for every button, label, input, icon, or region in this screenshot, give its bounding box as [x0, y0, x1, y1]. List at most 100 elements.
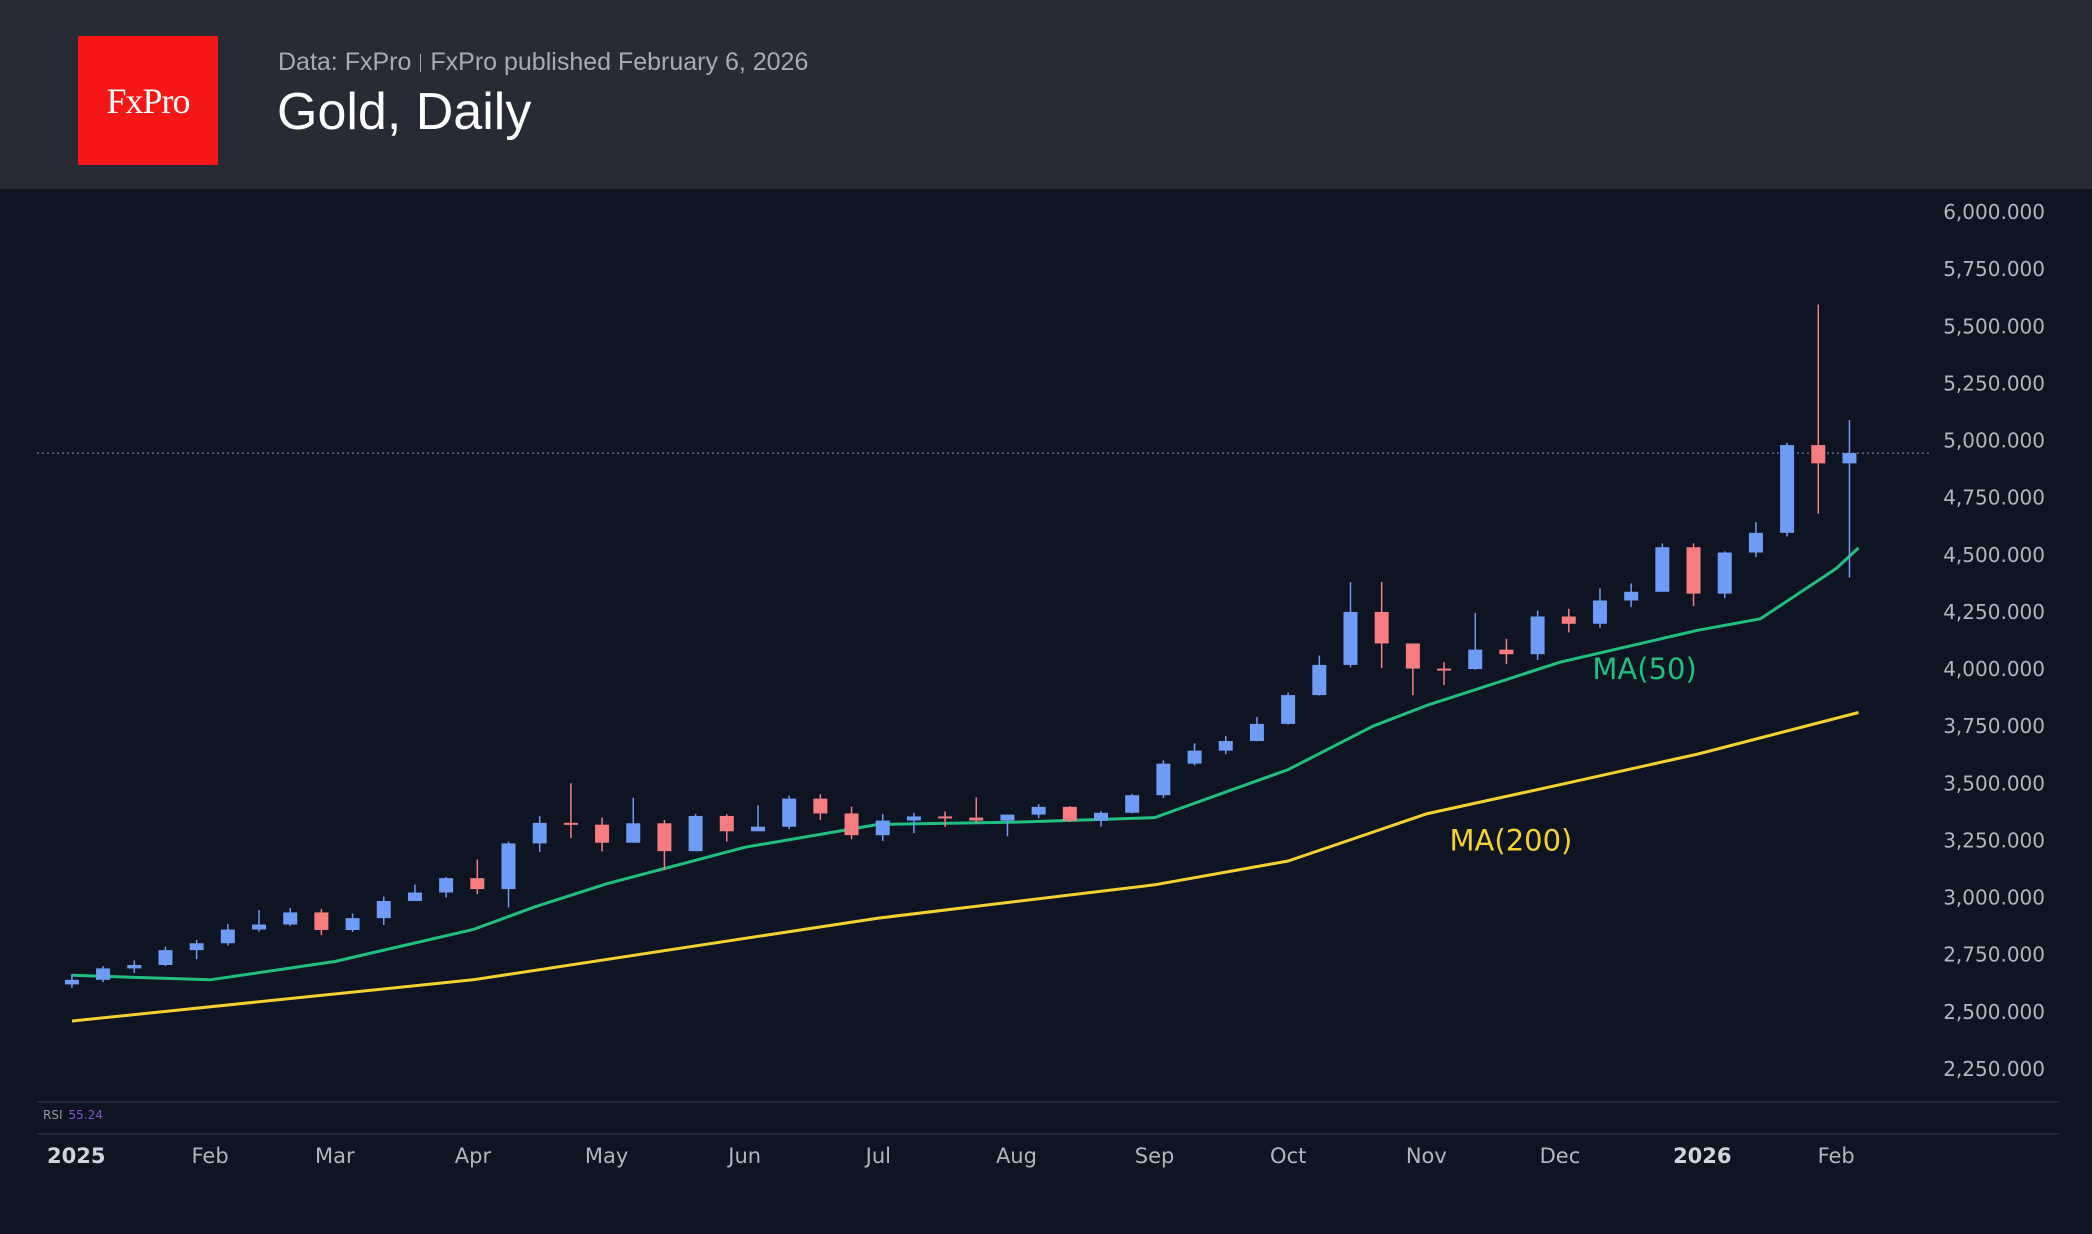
published-date: FxPro published February 6, 2026	[430, 48, 809, 76]
candle	[1062, 806, 1077, 823]
ma-annotation-label: MA(200)	[1450, 823, 1573, 857]
y-tick-label: 5,750.000	[1943, 257, 2045, 281]
candle	[439, 876, 454, 898]
y-tick-label: 5,500.000	[1943, 314, 2045, 338]
candle-body	[1374, 611, 1389, 644]
candle	[1468, 613, 1483, 670]
candle	[1655, 543, 1670, 592]
candle	[1686, 543, 1701, 607]
x-tick-label: Feb	[1818, 1144, 1855, 1168]
chart-header: FxPro Data: FxPro FxPro published Februar…	[0, 0, 2092, 189]
rsi-legend: RSI 55.24	[43, 1108, 103, 1122]
candle	[657, 819, 672, 871]
candle	[1312, 655, 1327, 696]
candle	[501, 841, 516, 908]
candle-body	[158, 950, 173, 965]
y-tick-label: 2,500.000	[1943, 1000, 2045, 1024]
candle-body	[1249, 723, 1264, 742]
candle	[1780, 442, 1795, 537]
x-tick-label: Apr	[455, 1144, 492, 1168]
candle	[719, 814, 734, 842]
candle	[64, 974, 79, 988]
candle	[1499, 638, 1514, 665]
candle-body	[688, 815, 703, 852]
candle	[470, 859, 485, 895]
candle-body	[782, 798, 797, 827]
candle	[1530, 610, 1545, 660]
y-tick-label: 3,250.000	[1943, 828, 2045, 852]
candle-body	[1156, 763, 1171, 796]
candle-body	[1748, 532, 1763, 553]
rsi-label: RSI	[43, 1108, 63, 1122]
candle	[1249, 716, 1264, 742]
x-tick-label: Nov	[1406, 1144, 1447, 1168]
candle	[1405, 643, 1420, 696]
candle	[345, 913, 360, 932]
candle-body	[1717, 552, 1732, 594]
y-tick-label: 2,750.000	[1943, 943, 2045, 967]
candle	[875, 814, 890, 841]
candle-body	[657, 823, 672, 852]
y-tick-label: 4,750.000	[1943, 486, 2045, 510]
candle-body	[64, 979, 79, 985]
candle	[626, 797, 641, 843]
candle-body	[1405, 643, 1420, 669]
candle-body	[563, 822, 578, 825]
candle	[314, 908, 329, 936]
candle	[220, 923, 235, 946]
x-tick-label: 2025	[47, 1144, 105, 1168]
candle	[782, 795, 797, 830]
candle-body	[439, 878, 454, 893]
candle-body	[96, 968, 111, 980]
candle-body	[1218, 741, 1233, 751]
candle-body	[1592, 600, 1607, 624]
chart-subtitle: Data: FxPro FxPro published February 6, 2…	[278, 48, 808, 77]
y-tick-label: 2,250.000	[1943, 1057, 2045, 1081]
candle-body	[875, 820, 890, 836]
candle-body	[252, 924, 267, 930]
candle	[1000, 814, 1015, 837]
candle	[283, 907, 298, 927]
rsi-value: 55.24	[68, 1108, 103, 1122]
candle	[1842, 419, 1857, 578]
candle-body	[1530, 616, 1545, 655]
candle-body	[1187, 750, 1202, 764]
ma-line-ma50	[71, 546, 1860, 982]
candle-body	[1780, 445, 1795, 533]
candle	[158, 946, 173, 967]
x-tick-label: 2026	[1673, 1144, 1731, 1168]
candle-body	[345, 918, 360, 931]
candle-body	[813, 798, 828, 814]
y-tick-label: 5,250.000	[1943, 371, 2045, 395]
candle-body	[376, 900, 391, 919]
y-tick-label: 3,750.000	[1943, 714, 2045, 738]
candle-body	[719, 815, 734, 832]
candle	[532, 815, 547, 852]
candle	[1218, 735, 1233, 755]
candle	[407, 884, 422, 901]
candle	[1624, 583, 1639, 608]
candle	[1343, 582, 1358, 668]
candle-body	[626, 823, 641, 843]
y-tick-label: 6,000.000	[1943, 200, 2045, 224]
candle	[906, 813, 921, 834]
candle	[1748, 522, 1763, 558]
candle	[969, 797, 984, 824]
candle-body	[314, 912, 329, 931]
separator	[420, 54, 422, 72]
fxpro-logo: FxPro	[78, 36, 218, 165]
chart-title: Gold, Daily	[277, 83, 532, 141]
candle	[252, 910, 267, 932]
candle	[376, 896, 391, 925]
candle-body	[938, 816, 953, 819]
y-tick-label: 4,000.000	[1943, 657, 2045, 681]
candle	[1374, 581, 1389, 669]
candle-body	[501, 843, 516, 890]
candle-body	[1312, 664, 1327, 696]
candle	[1811, 304, 1826, 514]
ma-line-ma200	[71, 711, 1859, 1023]
y-tick-label: 3,000.000	[1943, 886, 2045, 910]
candle-body	[1655, 547, 1670, 592]
candle-body	[1842, 453, 1857, 464]
